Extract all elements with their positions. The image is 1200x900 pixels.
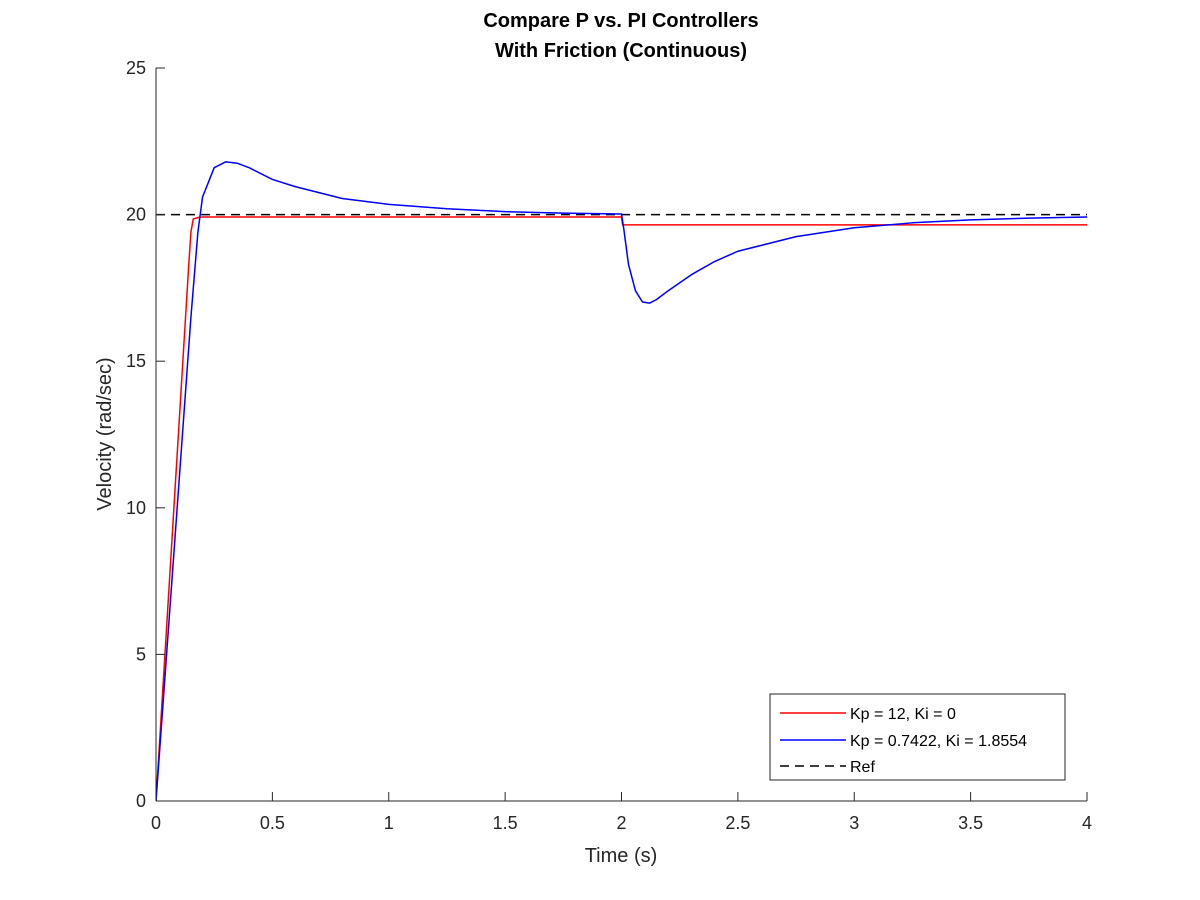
- x-axis-label: Time (s): [585, 845, 658, 867]
- y-tick-label: 20: [126, 205, 146, 225]
- series-line: [156, 216, 1087, 801]
- x-tick-label: 1.5: [493, 813, 518, 833]
- x-tick-label: 2.5: [725, 813, 750, 833]
- y-tick-label: 0: [136, 791, 146, 811]
- x-tick-label: 2: [616, 813, 626, 833]
- y-tick-label: 15: [126, 351, 146, 371]
- x-tick-label: 3.5: [958, 813, 983, 833]
- chart-title: Compare P vs. PI Controllers With Fricti…: [483, 10, 758, 62]
- x-tick-label: 0.5: [260, 813, 285, 833]
- legend-label-ref: Ref: [850, 759, 875, 776]
- legend-label-p-controller: Kp = 12, Ki = 0: [850, 706, 956, 723]
- x-tick-label: 0: [151, 813, 161, 833]
- x-tick-label: 1: [384, 813, 394, 833]
- y-tick-label: 5: [136, 644, 146, 664]
- x-ticks: 0 0.5 1 1.5 2 2.5 3 3.5 4: [151, 792, 1092, 833]
- x-tick-label: 4: [1082, 813, 1092, 833]
- y-ticks: 0 5 10 15 20 25: [126, 58, 165, 811]
- y-tick-label: 25: [126, 58, 146, 78]
- chart-title-line-2: With Friction (Continuous): [495, 40, 747, 62]
- series-line: [156, 161, 1087, 801]
- chart-title-line-1: Compare P vs. PI Controllers: [483, 10, 758, 32]
- y-axis-label: Velocity (rad/sec): [94, 357, 116, 510]
- legend-label-pi-controller: Kp = 0.7422, Ki = 1.8554: [850, 733, 1027, 750]
- legend: Kp = 12, Ki = 0 Kp = 0.7422, Ki = 1.8554…: [769, 693, 1066, 781]
- series-layer: [156, 161, 1087, 801]
- legend-box: [769, 693, 1066, 781]
- y-tick-label: 10: [126, 498, 146, 518]
- x-tick-label: 3: [849, 813, 859, 833]
- plot-area: [156, 161, 1087, 801]
